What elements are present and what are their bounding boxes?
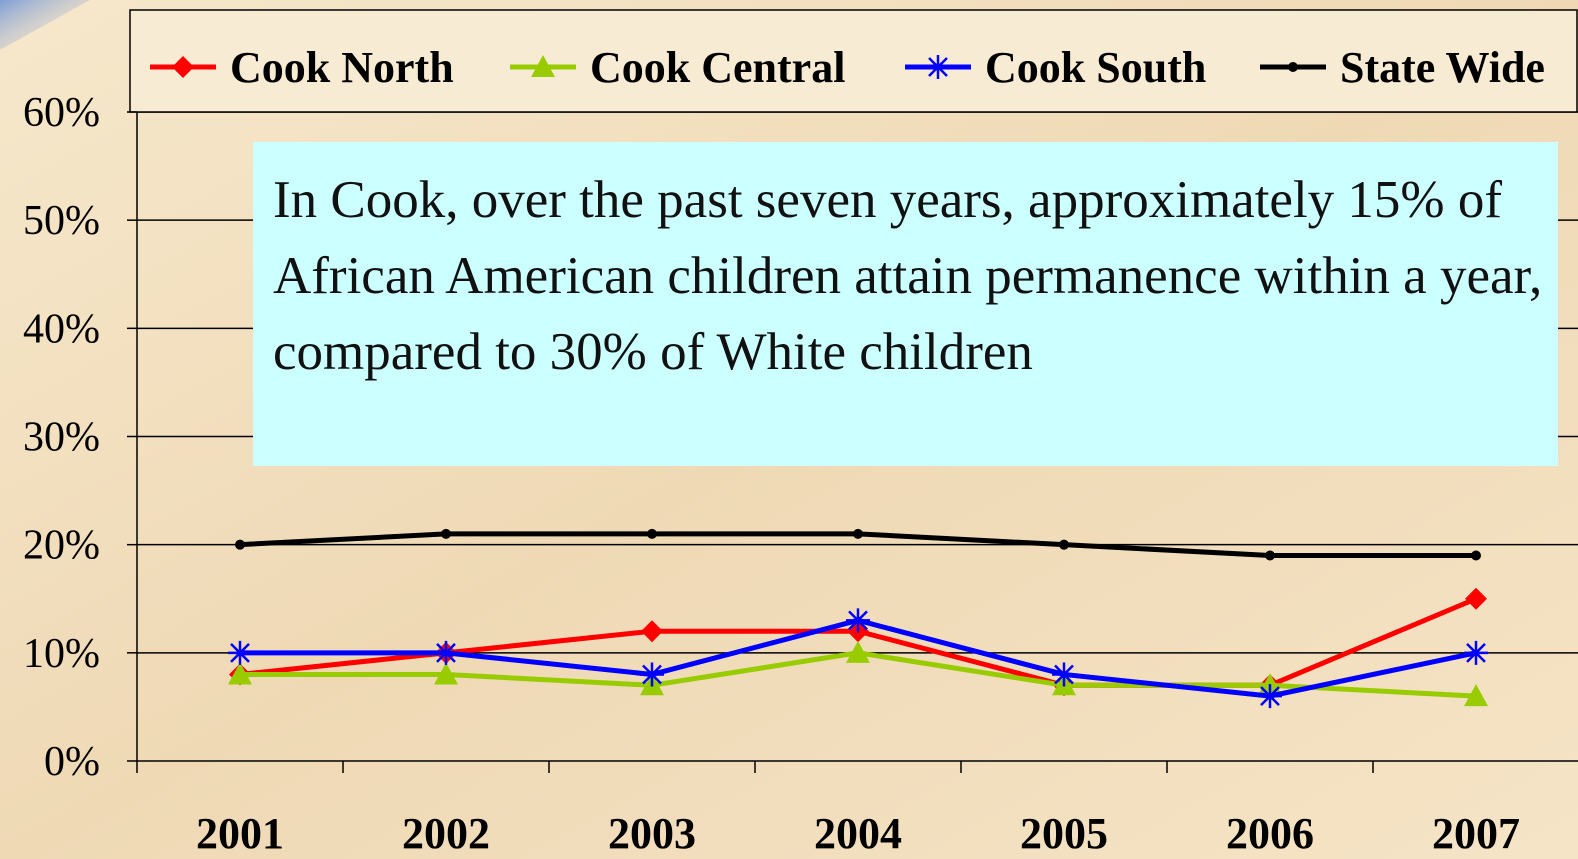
marker bbox=[1052, 662, 1076, 687]
legend-label: Cook North bbox=[230, 43, 454, 92]
y-tick-label: 40% bbox=[23, 306, 100, 352]
legend-label: Cook Central bbox=[590, 43, 845, 92]
legend-box bbox=[129, 9, 1578, 113]
marker bbox=[1465, 587, 1487, 610]
marker bbox=[172, 56, 194, 78]
decoration bbox=[0, 0, 90, 50]
marker bbox=[640, 662, 664, 687]
y-tick-label: 20% bbox=[23, 523, 100, 569]
legend-label: Cook South bbox=[985, 43, 1206, 92]
x-tick-label: 2007 bbox=[1432, 809, 1520, 858]
marker bbox=[1471, 550, 1481, 561]
marker bbox=[1258, 684, 1282, 709]
marker bbox=[531, 55, 555, 77]
marker bbox=[235, 539, 245, 550]
marker bbox=[926, 55, 950, 79]
y-tick-label: 60% bbox=[23, 90, 100, 136]
legend-label: State Wide bbox=[1340, 43, 1545, 92]
y-tick-label: 10% bbox=[23, 631, 100, 677]
y-tick-label: 50% bbox=[23, 198, 100, 244]
y-tick-label: 30% bbox=[23, 415, 100, 461]
marker bbox=[228, 662, 252, 685]
marker bbox=[441, 528, 451, 539]
marker bbox=[434, 640, 458, 665]
marker bbox=[1464, 640, 1488, 665]
marker bbox=[853, 528, 863, 539]
x-tick-label: 2002 bbox=[402, 809, 490, 858]
marker bbox=[434, 662, 458, 685]
x-tick-label: 2005 bbox=[1020, 809, 1108, 858]
annotation: In Cook, over the past seven years, appr… bbox=[253, 142, 1558, 466]
marker bbox=[846, 608, 870, 633]
x-tick-label: 2006 bbox=[1226, 809, 1314, 858]
series bbox=[235, 528, 1481, 561]
series bbox=[228, 608, 1488, 709]
y-tick-label: 0% bbox=[44, 739, 100, 785]
marker bbox=[1265, 550, 1275, 561]
x-tick-label: 2004 bbox=[814, 809, 902, 858]
x-tick-label: 2003 bbox=[608, 809, 696, 858]
x-tick-label: 2001 bbox=[196, 809, 284, 858]
marker bbox=[1288, 62, 1298, 72]
marker bbox=[846, 640, 870, 663]
marker bbox=[228, 640, 252, 665]
marker bbox=[647, 528, 657, 539]
marker bbox=[1464, 684, 1488, 707]
marker bbox=[641, 620, 663, 643]
marker bbox=[1059, 539, 1069, 550]
